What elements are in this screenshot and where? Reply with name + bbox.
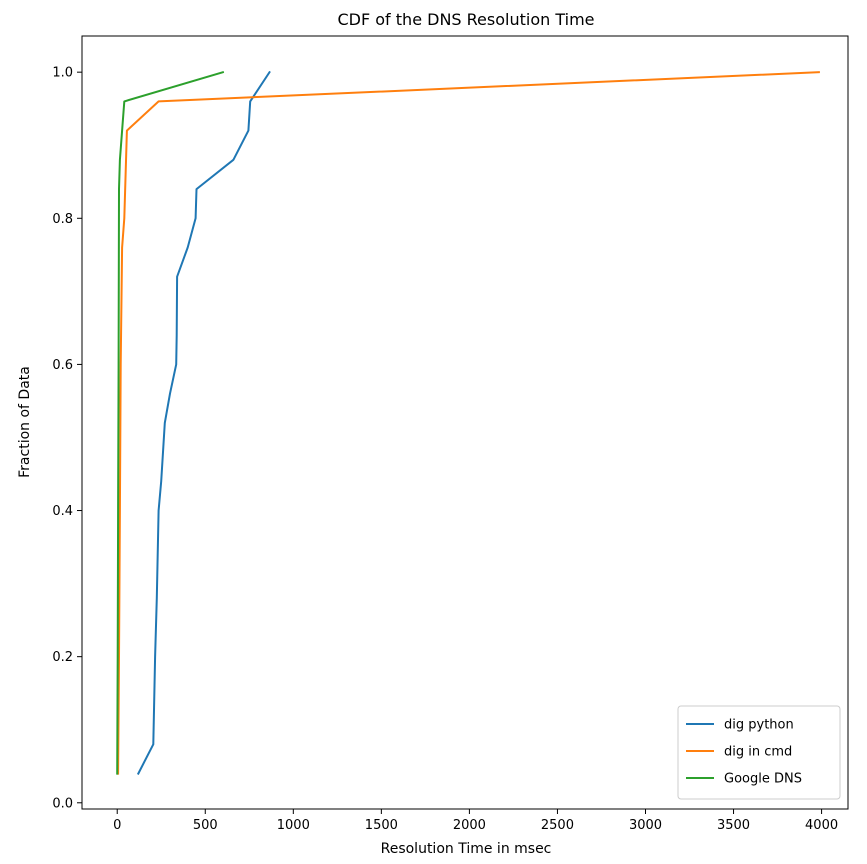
x-tick-label: 0 [113,818,121,833]
y-tick-label: 1.0 [52,66,73,81]
x-axis-label: Resolution Time in msec [381,841,552,857]
y-tick-label: 0.6 [52,358,73,373]
x-tick-label: 4000 [805,818,838,833]
y-tick-label: 0.4 [52,504,73,519]
legend-label-dig-python: dig python [724,718,794,733]
legend-label-dig-in-cmd: dig in cmd [724,745,792,760]
series-layer [116,70,820,775]
y-axis-label: Fraction of Data [17,366,33,478]
x-tick-label: 500 [193,818,218,833]
y-axis: 0.0 0.2 0.4 0.6 0.8 1.0 [52,66,82,811]
x-tick-label: 1000 [277,818,310,833]
x-tick-label: 1500 [365,818,398,833]
x-axis: 0 500 1000 1500 2000 2500 3000 3500 4000 [113,809,838,833]
chart-title: CDF of the DNS Resolution Time [337,10,594,29]
plot-background [82,36,848,809]
x-tick-label: 3500 [717,818,750,833]
legend-box [677,705,841,800]
x-tick-label: 3000 [629,818,662,833]
plot-area [81,35,849,810]
y-tick-label: 0.2 [52,650,73,665]
series-line-dig-python [136,70,271,775]
plot-frame [81,35,849,810]
legend-label-google-dns: Google DNS [724,772,802,787]
legend: dig python dig in cmd Google DNS [677,705,841,800]
series-line-dig-in-cmd [117,71,820,775]
legend-entries: dig python dig in cmd Google DNS [686,718,802,787]
y-tick-label: 0.8 [52,212,73,227]
x-tick-label: 2500 [541,818,574,833]
series-line-google-dns [116,70,225,775]
x-tick-label: 2000 [453,818,486,833]
y-tick-label: 0.0 [52,796,73,811]
